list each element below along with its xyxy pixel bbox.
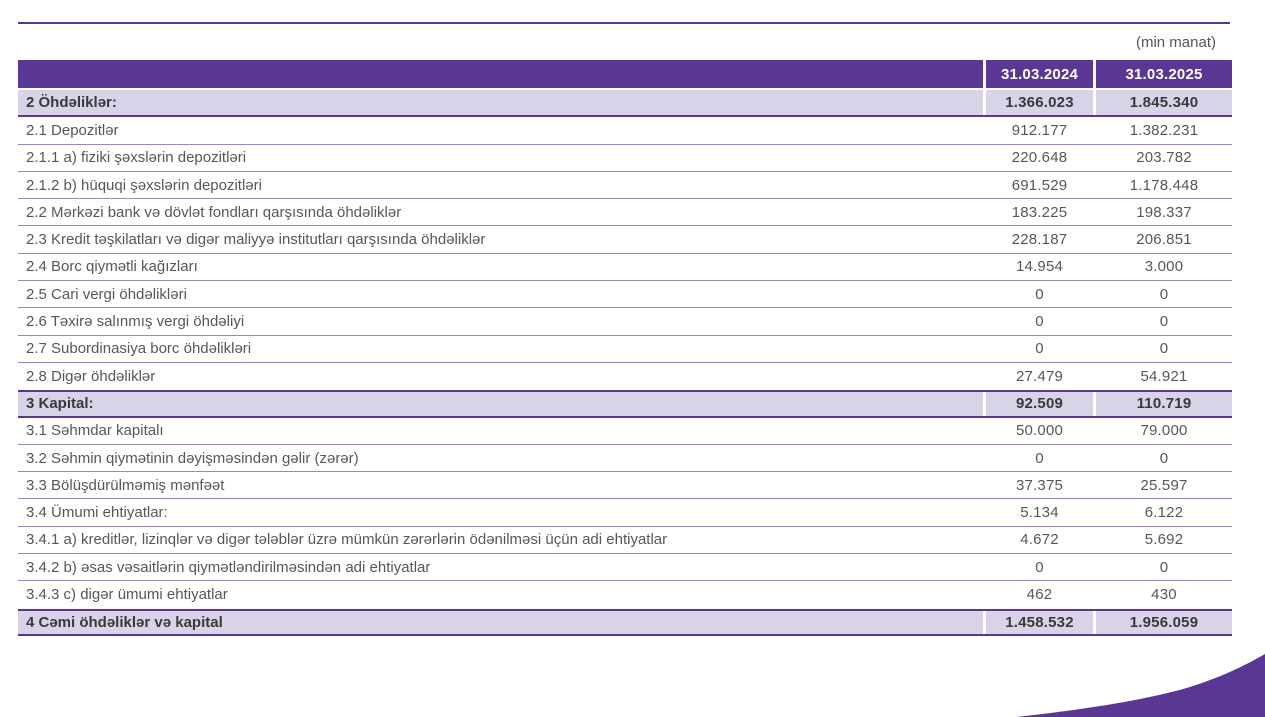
top-divider <box>18 22 1230 24</box>
row-value-2024: 0 <box>1035 340 1044 358</box>
row-label: 3.4.1 a) kreditlər, lizinqlər və digər t… <box>26 531 668 549</box>
row-value-2024: 228.187 <box>1011 231 1068 249</box>
item-row: 2.7 Subordinasiya borc öhdəlikləri 0 0 <box>18 336 1232 363</box>
row-value-2025: 6.122 <box>1144 504 1184 522</box>
row-value-2025: 3.000 <box>1144 258 1184 276</box>
row-value-2024: 912.177 <box>1011 121 1068 139</box>
item-row: 3.4.3 c) digər ümumi ehtiyatlar 462 430 <box>18 581 1232 608</box>
row-value-2025: 110.719 <box>1096 392 1232 416</box>
row-label: 2.1 Depozitlər <box>26 121 119 139</box>
row-value-2024: 27.479 <box>1015 368 1064 386</box>
row-value-2024: 14.954 <box>1015 258 1064 276</box>
row-value-2025: 79.000 <box>1140 422 1188 440</box>
item-row: 3.2 Səhmin qiymətinin dəyişməsindən gəli… <box>18 445 1232 473</box>
row-value-2025: 198.337 <box>1136 203 1192 221</box>
item-row: 2.1.2 b) hüquqi şəxslərin depozitləri 691… <box>18 172 1232 200</box>
table-header-row: 31.03.2024 31.03.2025 <box>18 60 1232 88</box>
row-value-2024: 1.458.532 <box>986 610 1093 634</box>
row-label: 3.1 Səhmdar kapitalı <box>26 422 164 440</box>
row-value-2025: 1.956.059 <box>1096 610 1232 634</box>
row-label: 2.3 Kredit təşkilatları və digər maliyyə… <box>26 231 486 249</box>
row-label: 2.4 Borc qiymətli kağızları <box>26 258 198 276</box>
row-label: 3.2 Səhmin qiymətinin dəyişməsindən gəli… <box>26 449 359 467</box>
item-row: 2.8 Digər öhdəliklər 27.479 54.921 <box>18 363 1232 390</box>
item-row: 2.5 Cari vergi öhdəlikləri 0 0 <box>18 281 1232 309</box>
row-label: 2.5 Cari vergi öhdəlikləri <box>26 285 187 303</box>
row-value-2024: 92.509 <box>986 392 1093 416</box>
item-row: 3.4.1 a) kreditlər, lizinqlər və digər t… <box>18 527 1232 555</box>
row-label: 3.4.3 c) digər ümumi ehtiyatlar <box>26 586 228 604</box>
section-row: 3 Kapital: 92.509 110.719 <box>18 390 1232 418</box>
table-body: 2 Öhdəliklər: 1.366.023 1.845.340 2.1 Depoz… <box>18 90 1232 636</box>
section-row: 4 Cəmi öhdəliklər və kapital 1.458.532 1.9… <box>18 608 1232 636</box>
row-value-2025: 203.782 <box>1136 149 1192 167</box>
item-row: 3.1 Səhmdar kapitalı 50.000 79.000 <box>18 418 1232 445</box>
item-row: 2.4 Borc qiymətli kağızları 14.954 3.000 <box>18 254 1232 282</box>
row-label: 2.2 Mərkəzi bank və dövlət fondları qarş… <box>26 203 402 221</box>
row-value-2024: 220.648 <box>1011 149 1068 167</box>
row-value-2024: 4.672 <box>1020 531 1059 549</box>
row-value-2024: 0 <box>1035 449 1044 467</box>
row-value-2025: 5.692 <box>1144 531 1184 549</box>
item-row: 2.2 Mərkəzi bank və dövlət fondları qarş… <box>18 199 1232 227</box>
row-value-2024: 183.225 <box>1011 203 1068 221</box>
row-value-2024: 691.529 <box>1011 176 1068 194</box>
row-label: 2.8 Digər öhdəliklər <box>26 368 156 386</box>
row-label: 2 Öhdəliklər: <box>18 90 983 116</box>
row-label: 3.4.2 b) əsas vəsaitlərin qiymətləndiril… <box>26 558 431 576</box>
row-label: 3 Kapital: <box>18 392 983 416</box>
row-value-2025: 0 <box>1159 449 1169 467</box>
row-value-2025: 0 <box>1159 558 1169 576</box>
unit-note: (min manat) <box>1135 34 1216 51</box>
row-value-2024: 5.134 <box>1020 504 1059 522</box>
row-value-2025: 206.851 <box>1136 231 1192 249</box>
row-value-2024: 0 <box>1035 285 1044 303</box>
row-value-2024: 1.366.023 <box>986 90 1093 116</box>
item-row: 3.3 Bölüşdürülməmiş mənfəət 37.375 25.597 <box>18 472 1232 500</box>
row-value-2025: 1.845.340 <box>1096 90 1232 116</box>
header-empty-cell <box>18 60 983 88</box>
row-label: 3.3 Bölüşdürülməmiş mənfəət <box>26 476 225 494</box>
header-col-2024: 31.03.2024 <box>986 60 1093 88</box>
row-value-2025: 1.382.231 <box>1129 121 1199 139</box>
row-label: 3.4 Ümumi ehtiyatlar: <box>26 504 168 522</box>
row-value-2025: 0 <box>1159 285 1169 303</box>
row-value-2025: 0 <box>1159 313 1169 331</box>
row-value-2024: 50.000 <box>1015 422 1064 440</box>
row-value-2025: 0 <box>1159 340 1169 358</box>
row-label: 2.1.1 a) fiziki şəxslərin depozitləri <box>26 149 247 167</box>
row-label: 2.6 Təxirə salınmış vergi öhdəliyi <box>26 313 245 331</box>
wave-decoration-icon <box>1017 654 1265 717</box>
row-label: 2.7 Subordinasiya borc öhdəlikləri <box>26 340 252 358</box>
row-label: 2.1.2 b) hüquqi şəxslərin depozitləri <box>26 176 262 194</box>
row-value-2024: 37.375 <box>1015 476 1064 494</box>
row-value-2025: 430 <box>1151 586 1177 604</box>
item-row: 2.6 Təxirə salınmış vergi öhdəliyi 0 0 <box>18 308 1232 336</box>
row-value-2025: 1.178.448 <box>1129 176 1199 194</box>
row-value-2024: 0 <box>1035 558 1044 576</box>
row-value-2025: 54.921 <box>1140 368 1188 386</box>
item-row: 2.3 Kredit təşkilatları və digər maliyyə… <box>18 226 1232 254</box>
header-col-2025: 31.03.2025 <box>1096 60 1232 88</box>
section-row: 2 Öhdəliklər: 1.366.023 1.845.340 <box>18 90 1232 118</box>
row-value-2025: 25.597 <box>1140 476 1188 494</box>
row-value-2024: 0 <box>1035 313 1044 331</box>
row-label: 4 Cəmi öhdəliklər və kapital <box>18 610 983 634</box>
item-row: 2.1.1 a) fiziki şəxslərin depozitləri 220… <box>18 145 1232 172</box>
row-value-2024: 462 <box>1026 586 1053 604</box>
balance-sheet-table: 31.03.2024 31.03.2025 2 Öhdəliklər: 1.366… <box>18 60 1232 636</box>
item-row: 3.4.2 b) əsas vəsaitlərin qiymətləndiril… <box>18 554 1232 582</box>
item-row: 2.1 Depozitlər 912.177 1.382.231 <box>18 117 1232 145</box>
item-row: 3.4 Ümumi ehtiyatlar: 5.134 6.122 <box>18 499 1232 527</box>
